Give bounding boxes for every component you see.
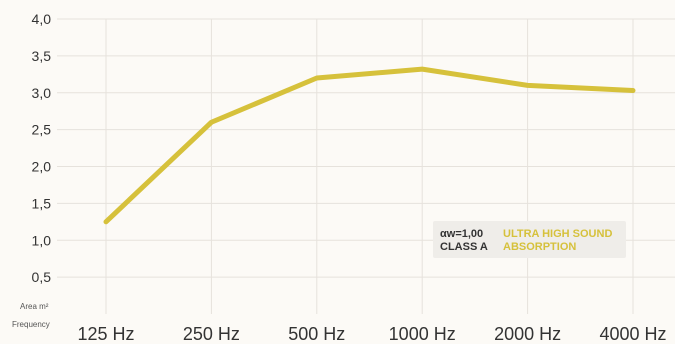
y-tick-label: 2,5 bbox=[32, 122, 52, 138]
y-axis-ticks: 0,5 1,0 1,5 2,0 2,5 3,0 3,5 4,0 bbox=[32, 11, 52, 285]
x-axis-label: Frequency bbox=[12, 320, 50, 329]
annotation-rating: αw=1,00 bbox=[440, 228, 483, 240]
x-tick-label: 125 Hz bbox=[77, 324, 134, 344]
annotation-title-line1: ULTRA HIGH SOUND bbox=[503, 228, 612, 240]
x-axis-ticks: 125 Hz 250 Hz 500 Hz 1000 Hz 2000 Hz 4000 Hz bbox=[77, 324, 666, 344]
series-line bbox=[103, 66, 636, 225]
grid bbox=[57, 18, 675, 314]
x-tick-label: 1000 Hz bbox=[389, 324, 456, 344]
x-tick-label: 2000 Hz bbox=[494, 324, 561, 344]
series bbox=[103, 66, 636, 225]
y-tick-label: 3,5 bbox=[32, 48, 52, 64]
y-tick-label: 0,5 bbox=[32, 269, 52, 285]
annotation-title-line2: ABSORPTION bbox=[503, 241, 576, 253]
x-tick-label: 250 Hz bbox=[183, 324, 240, 344]
annotation-class: CLASS A bbox=[440, 241, 488, 253]
x-tick-label: 4000 Hz bbox=[599, 324, 666, 344]
y-tick-label: 1,0 bbox=[32, 232, 52, 248]
y-tick-label: 2,0 bbox=[32, 159, 52, 175]
y-tick-label: 1,5 bbox=[32, 195, 52, 211]
y-tick-label: 3,0 bbox=[32, 85, 52, 101]
annotation-box: αw=1,00 ULTRA HIGH SOUND CLASS A ABSORPT… bbox=[433, 221, 626, 258]
y-tick-label: 4,0 bbox=[32, 11, 52, 27]
annotation-background bbox=[433, 221, 626, 258]
x-tick-label: 500 Hz bbox=[288, 324, 345, 344]
y-axis-label: Area m² bbox=[20, 302, 49, 311]
